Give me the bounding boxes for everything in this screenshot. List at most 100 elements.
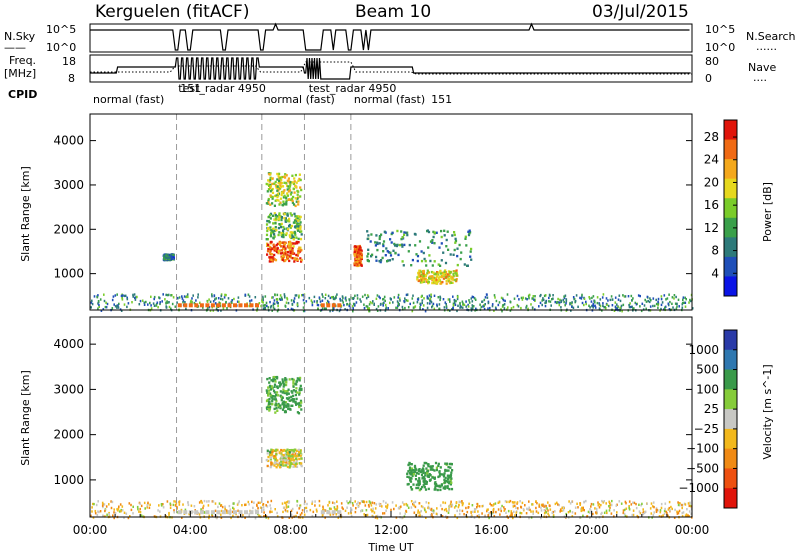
power-cell	[484, 296, 487, 299]
velocity-cell	[274, 462, 277, 465]
colorbar-frame	[723, 329, 738, 509]
power-cell	[287, 246, 290, 249]
power-cell	[91, 302, 94, 306]
velocity-cell	[603, 511, 606, 514]
velocity-cell	[321, 514, 324, 517]
power-cell	[264, 307, 267, 311]
power-cell	[267, 306, 270, 309]
velocity-cell	[409, 486, 413, 489]
power-cell	[288, 259, 291, 263]
velocity-cell	[256, 504, 258, 507]
power-cell	[479, 303, 481, 306]
power-cell	[299, 221, 302, 224]
velocity-cell	[290, 509, 293, 512]
velocity-cell	[314, 504, 316, 507]
power-cell	[619, 299, 622, 303]
power-cell	[289, 245, 292, 248]
velocity-cell	[94, 509, 97, 513]
power-cell	[247, 293, 250, 296]
power-cell	[165, 306, 168, 309]
velocity-cell	[590, 509, 593, 513]
power-cell	[592, 295, 595, 298]
power-cell	[290, 191, 293, 194]
power-cell	[236, 300, 239, 303]
velocity-cell	[240, 513, 243, 516]
velocity-cell	[650, 512, 653, 515]
velocity-cell	[120, 510, 122, 513]
velocity-cell	[431, 509, 433, 513]
velocity-cell	[374, 507, 377, 510]
velocity-cell	[493, 515, 496, 518]
velocity-cell	[162, 503, 164, 506]
velocity-cell	[493, 503, 495, 506]
velocity-cell	[420, 505, 423, 508]
power-cell	[274, 221, 277, 225]
power-cell	[300, 258, 303, 262]
velocity-cell	[628, 506, 630, 510]
velocity-cell	[476, 514, 479, 518]
power-cell	[313, 300, 316, 303]
velocity-cell	[287, 397, 290, 401]
velocity-cell	[203, 510, 205, 514]
power-cell	[387, 307, 389, 310]
velocity-cell	[458, 500, 461, 503]
power-cell	[365, 297, 368, 300]
power-cell	[354, 261, 357, 264]
power-cell	[455, 299, 457, 303]
power-cell	[114, 305, 117, 308]
velocity-cell	[681, 511, 684, 515]
power-cell	[580, 297, 583, 300]
power-cell	[447, 279, 450, 282]
power-cell	[440, 242, 443, 245]
velocity-cell	[434, 484, 437, 487]
power-cell	[120, 294, 123, 298]
power-cell	[392, 249, 395, 252]
velocity-cell	[237, 509, 239, 512]
velocity-cell	[685, 513, 688, 516]
power-cell	[138, 303, 141, 306]
velocity-cell	[438, 484, 441, 487]
velocity-cell	[615, 504, 618, 507]
velocity-cell	[247, 500, 250, 504]
velocity-cell	[338, 515, 340, 518]
velocity-cell	[289, 464, 292, 468]
velocity-cell	[285, 461, 288, 464]
velocity-cell	[440, 484, 443, 487]
velocity-cell	[299, 513, 302, 516]
colorbar-swatch	[724, 349, 737, 371]
power-cell	[675, 307, 678, 310]
power-cell	[290, 231, 293, 234]
velocity-cell	[113, 508, 115, 511]
power-cell	[429, 297, 432, 300]
power-cell	[155, 304, 157, 307]
velocity-cell	[417, 469, 420, 472]
power-cell	[357, 257, 360, 260]
power-cell	[331, 296, 333, 299]
power-cell	[341, 295, 344, 298]
velocity-cell	[543, 512, 546, 515]
velocity-cell	[300, 408, 303, 411]
power-cell	[356, 297, 359, 300]
velocity-cell	[409, 479, 412, 482]
power-cell	[134, 296, 136, 300]
power-cell	[630, 294, 633, 298]
power-cell	[419, 281, 422, 284]
power-cell	[291, 181, 294, 184]
power-cell	[378, 235, 381, 238]
power-cell	[217, 297, 220, 300]
velocity-cell	[292, 465, 295, 468]
velocity-cell	[528, 500, 530, 503]
velocity-cell	[139, 511, 142, 514]
velocity-cell	[677, 501, 679, 504]
power-cell	[356, 261, 359, 264]
power-cell	[152, 302, 155, 305]
velocity-cell	[407, 470, 410, 473]
power-cell	[548, 293, 551, 297]
power-cell	[398, 297, 401, 300]
power-cell	[267, 179, 270, 182]
power-cell	[285, 199, 288, 202]
colorbar-tick-label: 24	[704, 153, 719, 167]
power-cell	[271, 191, 275, 194]
velocity-cell	[318, 499, 321, 503]
velocity-cell	[417, 472, 420, 475]
